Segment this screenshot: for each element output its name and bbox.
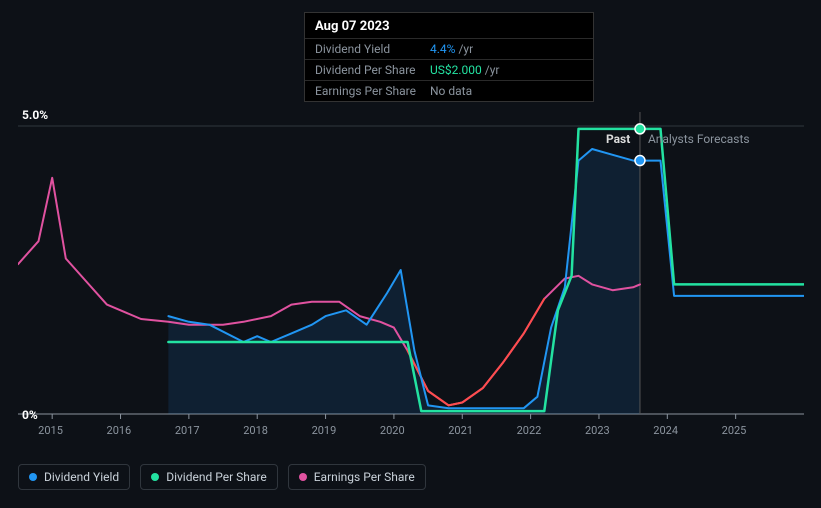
legend-dot (299, 473, 307, 481)
tooltip-label: Dividend Per Share (315, 63, 430, 77)
legend-dot (29, 473, 37, 481)
x-axis-tick: 2020 (380, 424, 405, 437)
hover-tooltip: Aug 07 2023 Dividend Yield 4.4%/yr Divid… (304, 12, 594, 102)
tooltip-value: US$2.000 (430, 63, 482, 77)
tooltip-date: Aug 07 2023 (305, 13, 593, 38)
plot-area[interactable] (18, 108, 804, 438)
x-axis-tick: 2024 (653, 424, 678, 437)
legend-item-dividend-per-share[interactable]: Dividend Per Share (140, 464, 278, 490)
x-axis-tick: 2021 (448, 424, 473, 437)
tooltip-row: Dividend Per Share US$2.000/yr (305, 59, 593, 80)
tooltip-label: Dividend Yield (315, 42, 430, 56)
legend-label: Dividend Per Share (166, 470, 267, 484)
legend-dot (151, 473, 159, 481)
x-axis-tick: 2018 (243, 424, 268, 437)
forecast-label: Analysts Forecasts (648, 132, 750, 146)
legend-item-dividend-yield[interactable]: Dividend Yield (18, 464, 130, 490)
tooltip-label: Earnings Per Share (315, 84, 430, 98)
x-axis-tick: 2016 (107, 424, 132, 437)
tooltip-unit: /yr (485, 63, 500, 77)
chart-svg (18, 108, 804, 438)
x-axis-tick: 2017 (175, 424, 200, 437)
tooltip-value: No data (430, 84, 472, 98)
x-axis-tick: 2025 (722, 424, 747, 437)
legend: Dividend Yield Dividend Per Share Earnin… (18, 464, 426, 490)
past-label: Past (606, 132, 630, 146)
tooltip-value: 4.4% (430, 42, 455, 56)
x-axis-tick: 2023 (585, 424, 610, 437)
y-axis-label-bottom: 0% (22, 408, 38, 422)
tooltip-row: Earnings Per Share No data (305, 80, 593, 101)
tooltip-row: Dividend Yield 4.4%/yr (305, 38, 593, 59)
legend-label: Earnings Per Share (314, 470, 415, 484)
dividend-chart: Aug 07 2023 Dividend Yield 4.4%/yr Divid… (0, 0, 821, 508)
x-axis-tick: 2019 (312, 424, 337, 437)
legend-label: Dividend Yield (44, 470, 119, 484)
x-axis-tick: 2022 (517, 424, 542, 437)
tooltip-unit: /yr (458, 42, 473, 56)
y-axis-label-top: 5.0% (22, 108, 48, 122)
legend-item-earnings-per-share[interactable]: Earnings Per Share (288, 464, 426, 490)
x-axis-tick: 2015 (38, 424, 63, 437)
